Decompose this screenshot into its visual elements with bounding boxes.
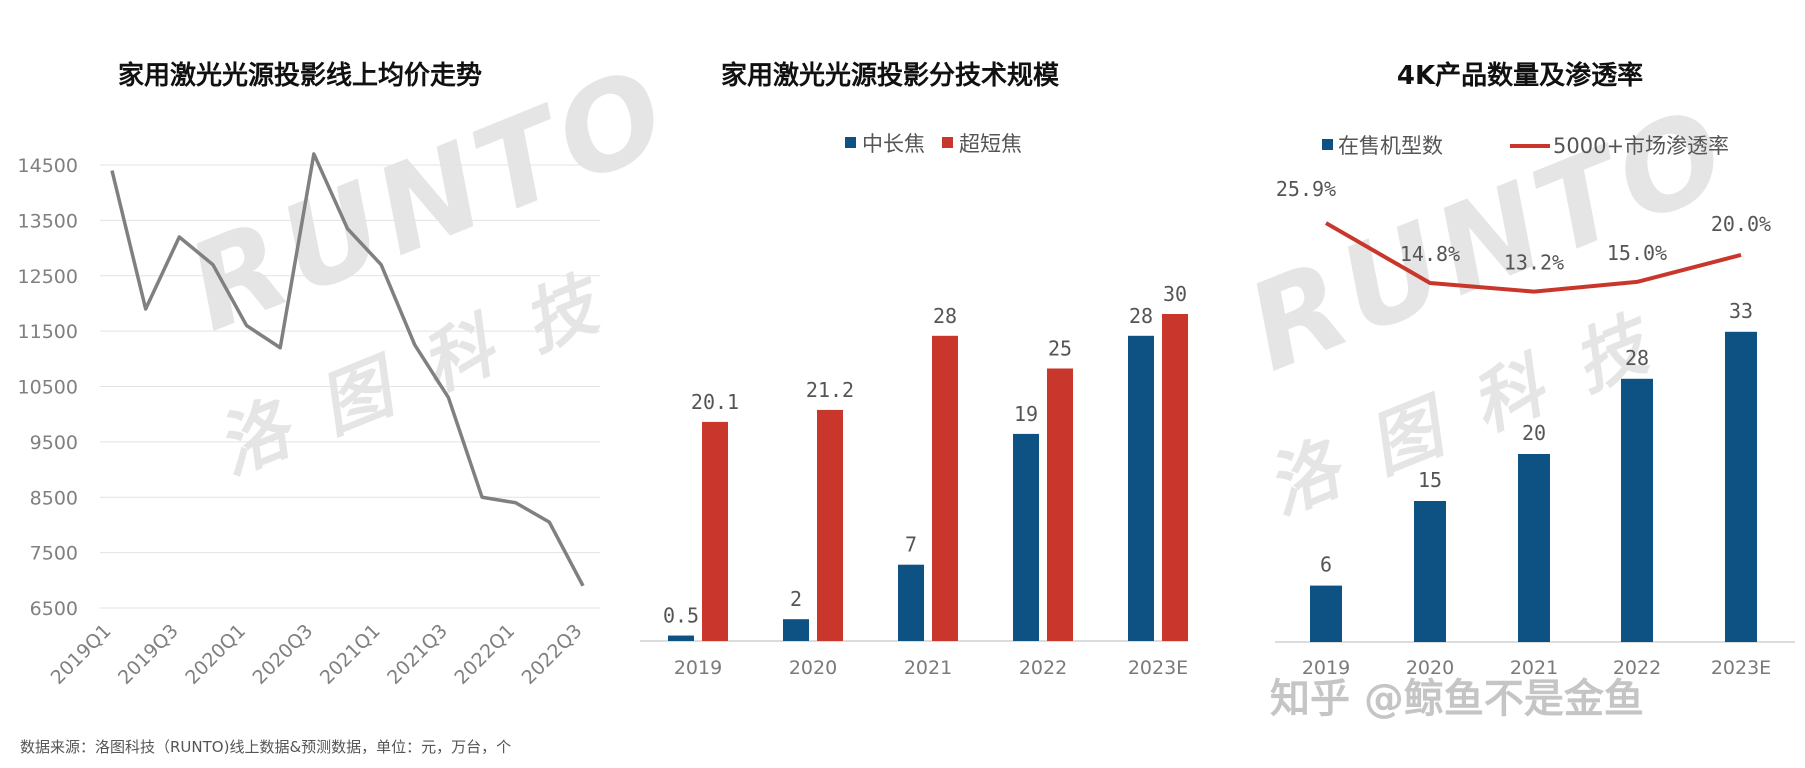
chart3-data-label-bar: 33 (1729, 299, 1753, 323)
chart3-data-label-line: 15.0% (1607, 241, 1667, 265)
chart2-bar-mid-long (783, 619, 809, 641)
chart3-x-tick: 2020 (1406, 657, 1454, 679)
chart3-penetration-line (1325, 221, 1742, 294)
chart2-bar-ultra-short (1162, 314, 1188, 641)
chart3-x-tick: 2022 (1613, 657, 1661, 679)
chart3-data-label-line: 20.0% (1711, 212, 1771, 236)
chart2-data-label: 25 (1048, 337, 1072, 361)
chart2-data-label: 30 (1163, 282, 1187, 306)
chart3-data-label-line: 25.9% (1276, 177, 1336, 201)
chart2-data-label: 0.5 (663, 604, 699, 628)
chart3-x-tick: 2021 (1510, 657, 1558, 679)
chart1-series-line (110, 152, 585, 587)
source-note: 数据来源：洛图科技（RUNTO)线上数据&预测数据，单位：元，万台，个 (20, 738, 512, 756)
chart3-data-label-line: 13.2% (1504, 251, 1564, 275)
chart2-bar-mid-long (668, 635, 694, 641)
chart2-bar-mid-long (1013, 433, 1039, 641)
chart2-data-label: 2 (790, 587, 802, 611)
chart2-bar-mid-long (1128, 335, 1154, 641)
chart2-data-label: 28 (933, 304, 957, 328)
chart1-y-tick: 13500 (18, 210, 78, 232)
chart1-x-tick: 2019Q3 (114, 620, 183, 689)
chart2-title: 家用激光光源投影分技术规模 (720, 61, 1059, 91)
chart1-y-tick: 14500 (18, 155, 78, 177)
chart2-x-tick: 2019 (674, 657, 722, 679)
chart2-bar-ultra-short (817, 409, 843, 641)
chart2-legend-swatch-mid-long (845, 137, 856, 148)
chart3-legend-swatch-models (1322, 139, 1333, 150)
chart1-x-tick: 2022Q3 (518, 620, 587, 689)
chart2-data-label: 19 (1014, 402, 1038, 426)
chart3-bar-models (1621, 378, 1653, 642)
chart2-x-tick: 2022 (1019, 657, 1067, 679)
chart1-x-tick: 2020Q1 (181, 620, 250, 689)
chart3-x-tick: 2019 (1302, 657, 1350, 679)
chart2-legend-swatch-ultra-short (942, 137, 953, 148)
chart1-y-tick: 6500 (30, 598, 78, 620)
chart2-x-tick: 2021 (904, 657, 952, 679)
chart3-bar-models (1310, 585, 1342, 642)
chart3-bar-models (1518, 454, 1550, 642)
chart1-y-tick: 8500 (30, 487, 78, 509)
chart3-bar-models (1414, 501, 1446, 642)
chart1-y-tick: 12500 (18, 266, 78, 288)
chart1-y-tick: 11500 (18, 321, 78, 343)
chart1-x-tick: 2022Q1 (450, 620, 519, 689)
chart1-y-tick: 10500 (18, 377, 78, 399)
chart2-legend-label-ultra-short: 超短焦 (959, 132, 1022, 156)
chart1-y-tick: 7500 (30, 543, 78, 565)
chart3-x-tick: 2023E (1711, 657, 1771, 679)
chart2-x-tick: 2023E (1128, 657, 1188, 679)
chart3-data-label-bar: 15 (1418, 468, 1442, 492)
chart3-data-label-bar: 20 (1522, 421, 1546, 445)
chart2-data-label: 20.1 (691, 390, 739, 414)
chart1-x-tick: 2021Q3 (383, 620, 452, 689)
chart3-title: 4K产品数量及渗透率 (1396, 61, 1644, 91)
chart3-legend-label-penetration: 5000+市场渗透率 (1553, 134, 1729, 158)
chart2-data-label: 21.2 (806, 378, 854, 402)
chart3-bar-models (1725, 331, 1757, 642)
chart3-data-label-line: 14.8% (1400, 242, 1460, 266)
chart1-x-tick: 2019Q1 (47, 620, 116, 689)
chart2-legend-label-mid-long: 中长焦 (862, 132, 925, 156)
chart2-bar-ultra-short (702, 421, 728, 641)
chart2-bar-ultra-short (932, 335, 958, 641)
chart3-legend-label-models: 在售机型数 (1338, 134, 1443, 158)
chart1-x-tick: 2020Q3 (249, 620, 318, 689)
chart1-x-tick: 2021Q1 (316, 620, 385, 689)
chart2-data-label: 7 (905, 533, 917, 557)
zhihu-watermark: 知乎 @鲸鱼不是金鱼 (1270, 676, 1644, 722)
chart2-data-label: 28 (1129, 304, 1153, 328)
chart1-y-tick: 9500 (30, 432, 78, 454)
chart2-bar-mid-long (898, 564, 924, 641)
chart1-title: 家用激光光源投影线上均价走势 (117, 61, 482, 91)
chart3-data-label-bar: 28 (1625, 346, 1649, 370)
chart2-bar-ultra-short (1047, 368, 1073, 641)
chart3-data-label-bar: 6 (1320, 553, 1332, 577)
chart2-x-tick: 2020 (789, 657, 837, 679)
